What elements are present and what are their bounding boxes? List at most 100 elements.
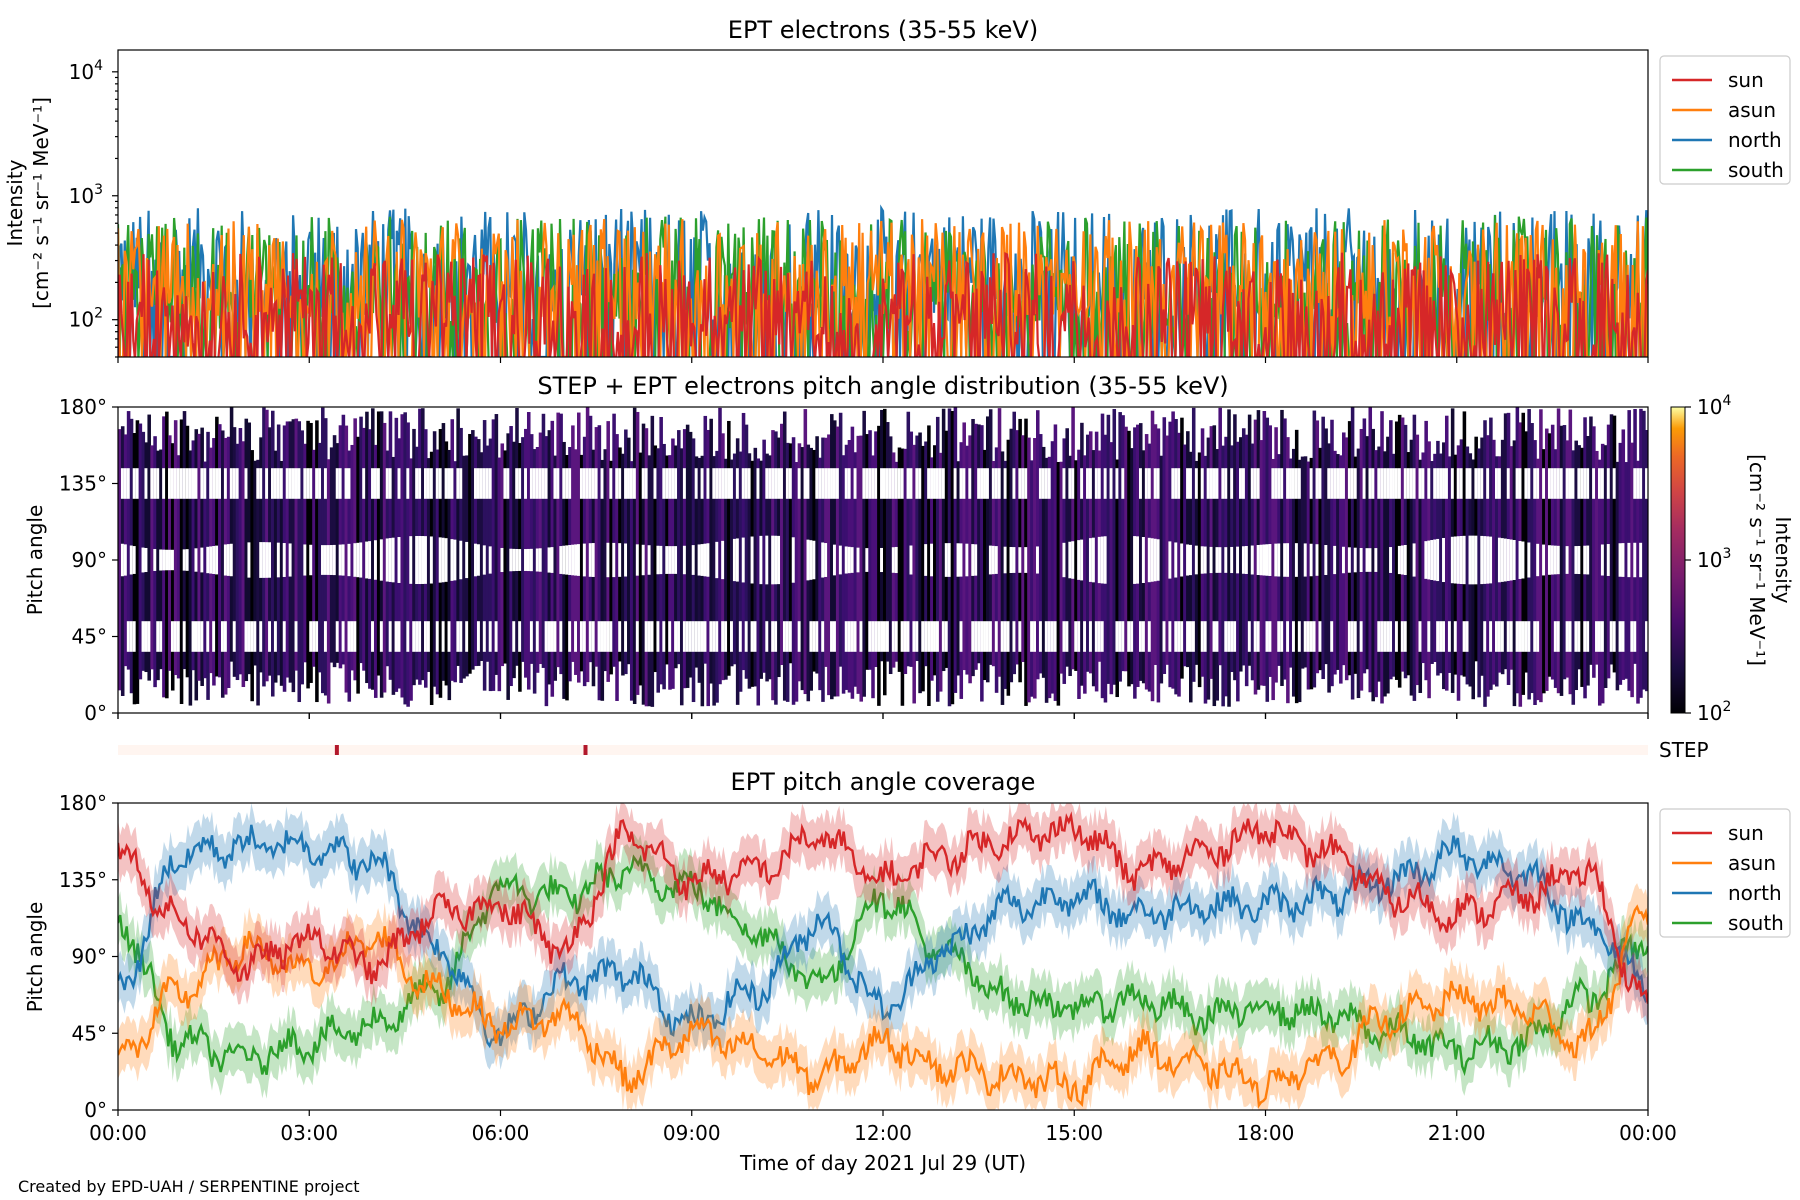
pad-gap <box>665 468 669 499</box>
pad-cell <box>359 416 363 664</box>
pad-gap <box>1436 468 1440 499</box>
pad-cell <box>803 409 808 695</box>
pad-gap <box>1483 536 1487 584</box>
pad-gap <box>977 468 981 499</box>
pad-gap <box>553 621 558 652</box>
pad-gap <box>618 543 622 577</box>
pad-cell <box>830 414 834 700</box>
y-tick-label: 45° <box>72 625 107 649</box>
pad-gap <box>438 537 443 583</box>
pad-cell <box>291 419 296 693</box>
pad-gap <box>1427 468 1431 499</box>
pad-gap <box>1368 548 1373 572</box>
pad-gap <box>1427 621 1431 652</box>
pad-gap <box>974 544 978 576</box>
pad-gap <box>303 544 307 576</box>
pad-gap <box>744 468 749 499</box>
pad-cell <box>553 455 558 681</box>
pad-cell <box>1130 448 1134 685</box>
pad-gap <box>1327 468 1331 499</box>
pad-gap <box>1236 546 1240 574</box>
pad-cell <box>1421 452 1425 664</box>
pad-gap <box>1527 468 1531 499</box>
pad-gap <box>618 621 622 652</box>
pad-gap <box>844 468 849 499</box>
pad-gap <box>1086 468 1090 499</box>
pad-gap <box>371 468 375 499</box>
pad-cell <box>753 447 758 687</box>
pad-gap <box>612 542 616 578</box>
pad-gap <box>568 468 572 499</box>
pad-gap <box>935 468 940 499</box>
pad-cell <box>1059 461 1064 674</box>
pad-gap <box>1230 468 1234 499</box>
pad-cell <box>1012 411 1017 675</box>
pad-gap <box>1630 621 1634 652</box>
pad-cell <box>1392 453 1396 677</box>
pad-gap <box>1186 544 1190 576</box>
intensity-ylabel: Intensity <box>3 159 27 246</box>
pad-gap <box>644 468 649 499</box>
intensity-x-ticks <box>117 357 1649 363</box>
pad-gap <box>244 468 249 499</box>
pad-gap <box>880 547 884 573</box>
pad-gap <box>1189 621 1193 652</box>
pad-cell <box>903 448 908 675</box>
pad-gap <box>147 621 151 652</box>
pad-gap <box>409 536 413 584</box>
pad-cell <box>1189 451 1193 703</box>
pad-gap <box>582 468 587 499</box>
pad-gap <box>1280 621 1284 652</box>
coverage-band-south <box>118 833 1648 1099</box>
pad-cell <box>1121 415 1125 672</box>
pad-cell <box>1000 451 1005 705</box>
pad-gap <box>288 468 293 499</box>
pad-cell <box>541 413 546 668</box>
pad-gap <box>1215 547 1220 573</box>
pad-gap <box>674 621 678 652</box>
pad-gap <box>1533 621 1537 652</box>
pad-gap <box>912 621 916 652</box>
pad-cell <box>841 455 846 694</box>
pad-gap <box>447 621 452 652</box>
pad-cell <box>874 431 878 668</box>
pad-gap <box>168 549 172 571</box>
pad-gap <box>1353 468 1358 499</box>
pad-cell <box>1036 410 1040 680</box>
pad-gap <box>1556 468 1561 499</box>
pad-gap <box>1462 621 1467 652</box>
pad-gap <box>347 621 352 652</box>
y-tick-label: 90° <box>72 548 107 572</box>
pad-gap <box>1568 468 1573 499</box>
pad-gap <box>1294 468 1299 499</box>
pad-gap <box>535 468 540 499</box>
pad-gap <box>694 621 699 652</box>
pad-gap <box>1212 468 1217 499</box>
pad-gap <box>1465 468 1470 499</box>
pad-cell <box>1227 409 1231 707</box>
pad-gap <box>1003 621 1008 652</box>
pad-gap <box>1224 621 1228 652</box>
pad-gap <box>385 538 390 582</box>
pad-gap <box>1283 543 1287 577</box>
pad-gap <box>844 621 849 652</box>
pad-gap <box>1553 621 1558 652</box>
pad-gap <box>209 546 213 574</box>
pad-gap <box>485 468 490 499</box>
pad-gap <box>715 621 719 652</box>
pad-gap <box>388 538 393 582</box>
pad-cell <box>238 428 243 675</box>
pad-cell <box>1291 448 1296 697</box>
pad-cell <box>650 415 655 707</box>
pad-cell <box>1041 446 1046 678</box>
pad-cell <box>677 430 681 665</box>
pad-gap <box>156 621 160 652</box>
pad-gap <box>1559 468 1564 499</box>
pad-gap <box>232 621 237 652</box>
pad-gap <box>1136 536 1140 584</box>
pad-gap <box>1503 538 1508 582</box>
pad-gap <box>415 621 419 652</box>
pad-gap <box>806 539 811 581</box>
pad-cell <box>1477 448 1481 698</box>
pad-gap <box>809 621 813 652</box>
